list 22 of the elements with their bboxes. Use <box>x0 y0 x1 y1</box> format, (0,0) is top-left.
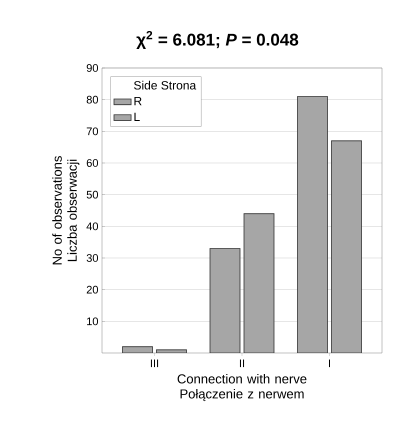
y-tick-label: 20 <box>86 286 98 294</box>
x-tick-label: I <box>328 360 330 368</box>
y-tick-label: 80 <box>86 96 98 104</box>
y-tick-label: 60 <box>86 159 98 167</box>
y-tick-label: 10 <box>87 317 98 326</box>
chart-title: χ$^{2}$ = 6.081; P = 0.048 <box>136 30 298 50</box>
bar <box>297 96 328 353</box>
x-tick-label: III <box>150 360 158 368</box>
x-axis-title: Connection with nerve Połączenie z nerwem <box>178 374 306 402</box>
legend-title: Side Strona <box>134 80 196 90</box>
y-tick-label: 70 <box>86 127 98 136</box>
bar <box>244 213 274 353</box>
y-tick-label: 40 <box>86 222 98 230</box>
y-axis-title: No of observations Liczba obserwacji <box>52 156 80 264</box>
bar <box>331 140 362 353</box>
y-tick-label: 50 <box>86 190 98 199</box>
x-tick-label: II <box>240 360 244 368</box>
y-tick-label: 90 <box>86 64 98 72</box>
legend-label: L <box>134 112 140 121</box>
legend-label: R <box>134 96 142 106</box>
y-tick-label: 30 <box>86 254 98 262</box>
bar <box>210 248 240 353</box>
